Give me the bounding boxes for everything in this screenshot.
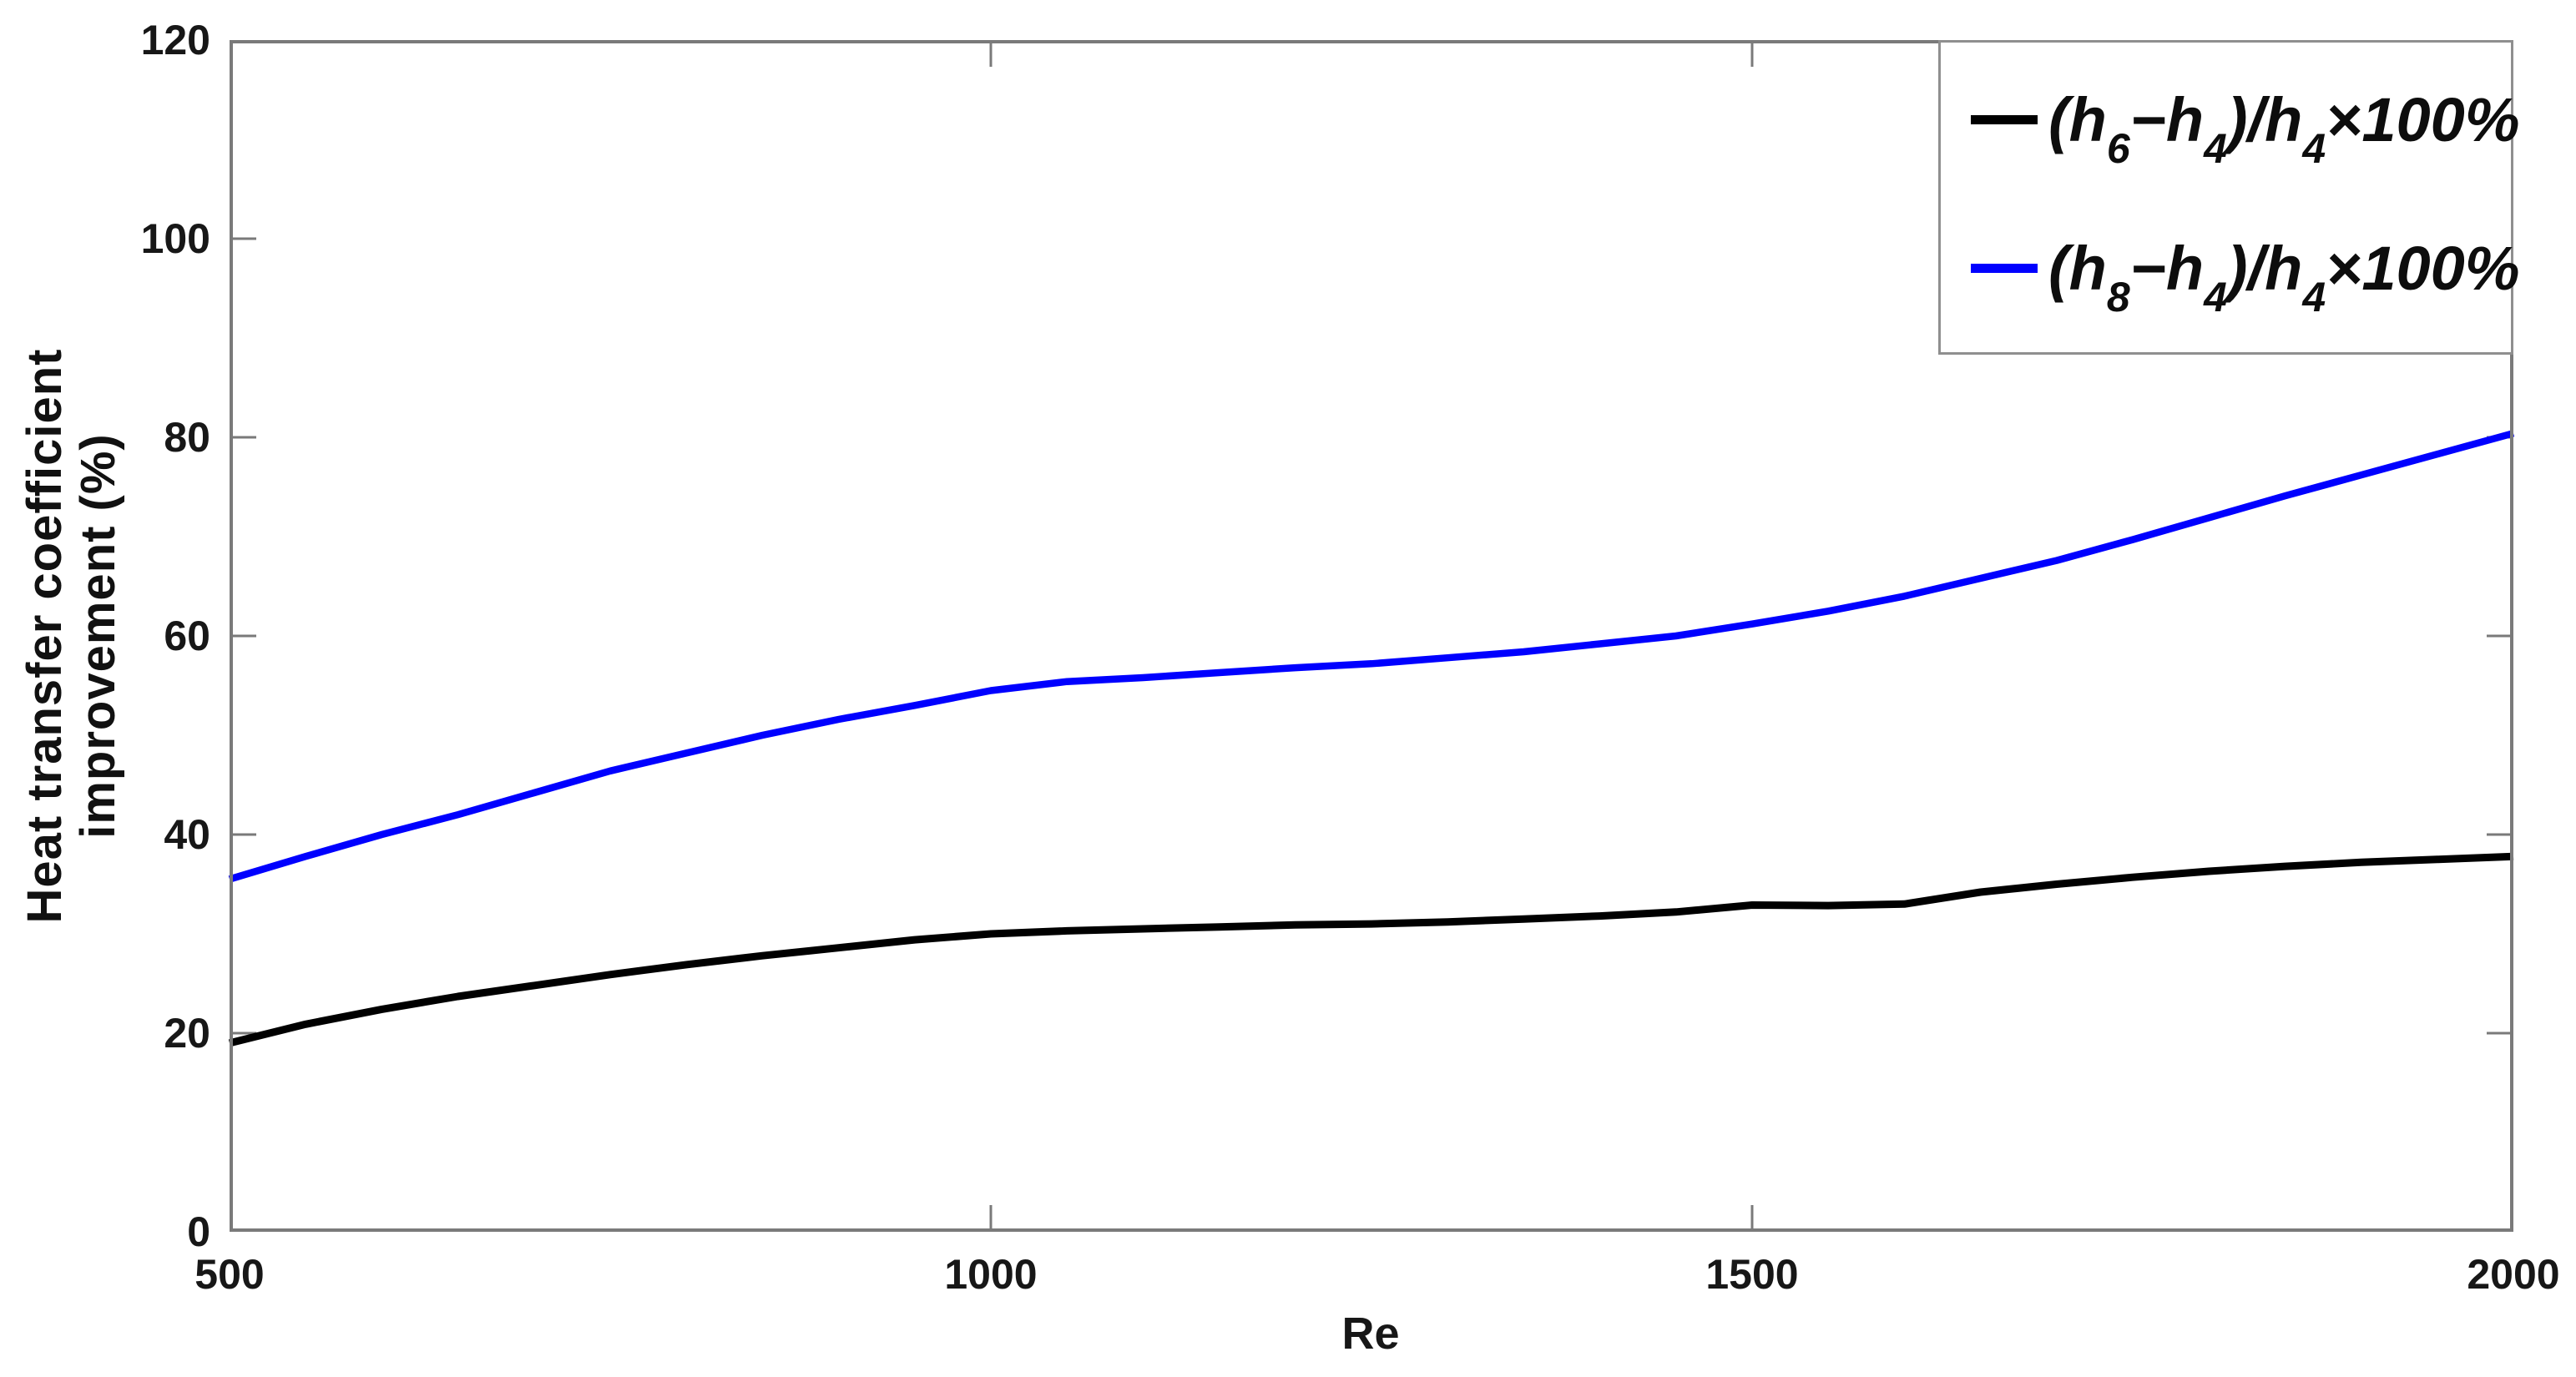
legend-line-sample-black bbox=[1971, 114, 2038, 124]
legend-label-h8: (h8−h4)/h4×100% bbox=[2048, 233, 2520, 320]
plot-area bbox=[228, 40, 2515, 1232]
axes-box bbox=[230, 40, 2513, 1232]
y-tick-label-0: 0 bbox=[187, 1208, 210, 1255]
x-tick-label-2000: 2000 bbox=[2467, 1251, 2560, 1298]
x-tick-label-500: 500 bbox=[194, 1251, 265, 1298]
legend-line-sample-blue bbox=[1971, 263, 2038, 273]
series-line-black bbox=[228, 852, 2514, 1047]
legend-entry-h8: (h8−h4)/h4×100% bbox=[1941, 218, 2520, 318]
legend-entry-h6: (h6−h4)/h4×100% bbox=[1941, 69, 2520, 169]
legend-box: (h6−h4)/h4×100% (h8−h4)/h4×100% bbox=[1938, 40, 2520, 355]
series-line-blue bbox=[228, 430, 2515, 883]
y-tick-label-120: 120 bbox=[140, 17, 210, 63]
legend-label-h6: (h6−h4)/h4×100% bbox=[2048, 84, 2520, 172]
y-tick-label-40: 40 bbox=[164, 811, 210, 858]
y-tick-label-100: 100 bbox=[140, 215, 210, 262]
y-tick-label-20: 20 bbox=[164, 1010, 210, 1057]
x-tick-label-1500: 1500 bbox=[1705, 1251, 1799, 1298]
x-axis-label: Re bbox=[1341, 1309, 1400, 1359]
y-tick-label-80: 80 bbox=[164, 414, 210, 461]
x-tick-label-1000: 1000 bbox=[944, 1251, 1038, 1298]
y-tick-label-60: 60 bbox=[164, 613, 210, 659]
